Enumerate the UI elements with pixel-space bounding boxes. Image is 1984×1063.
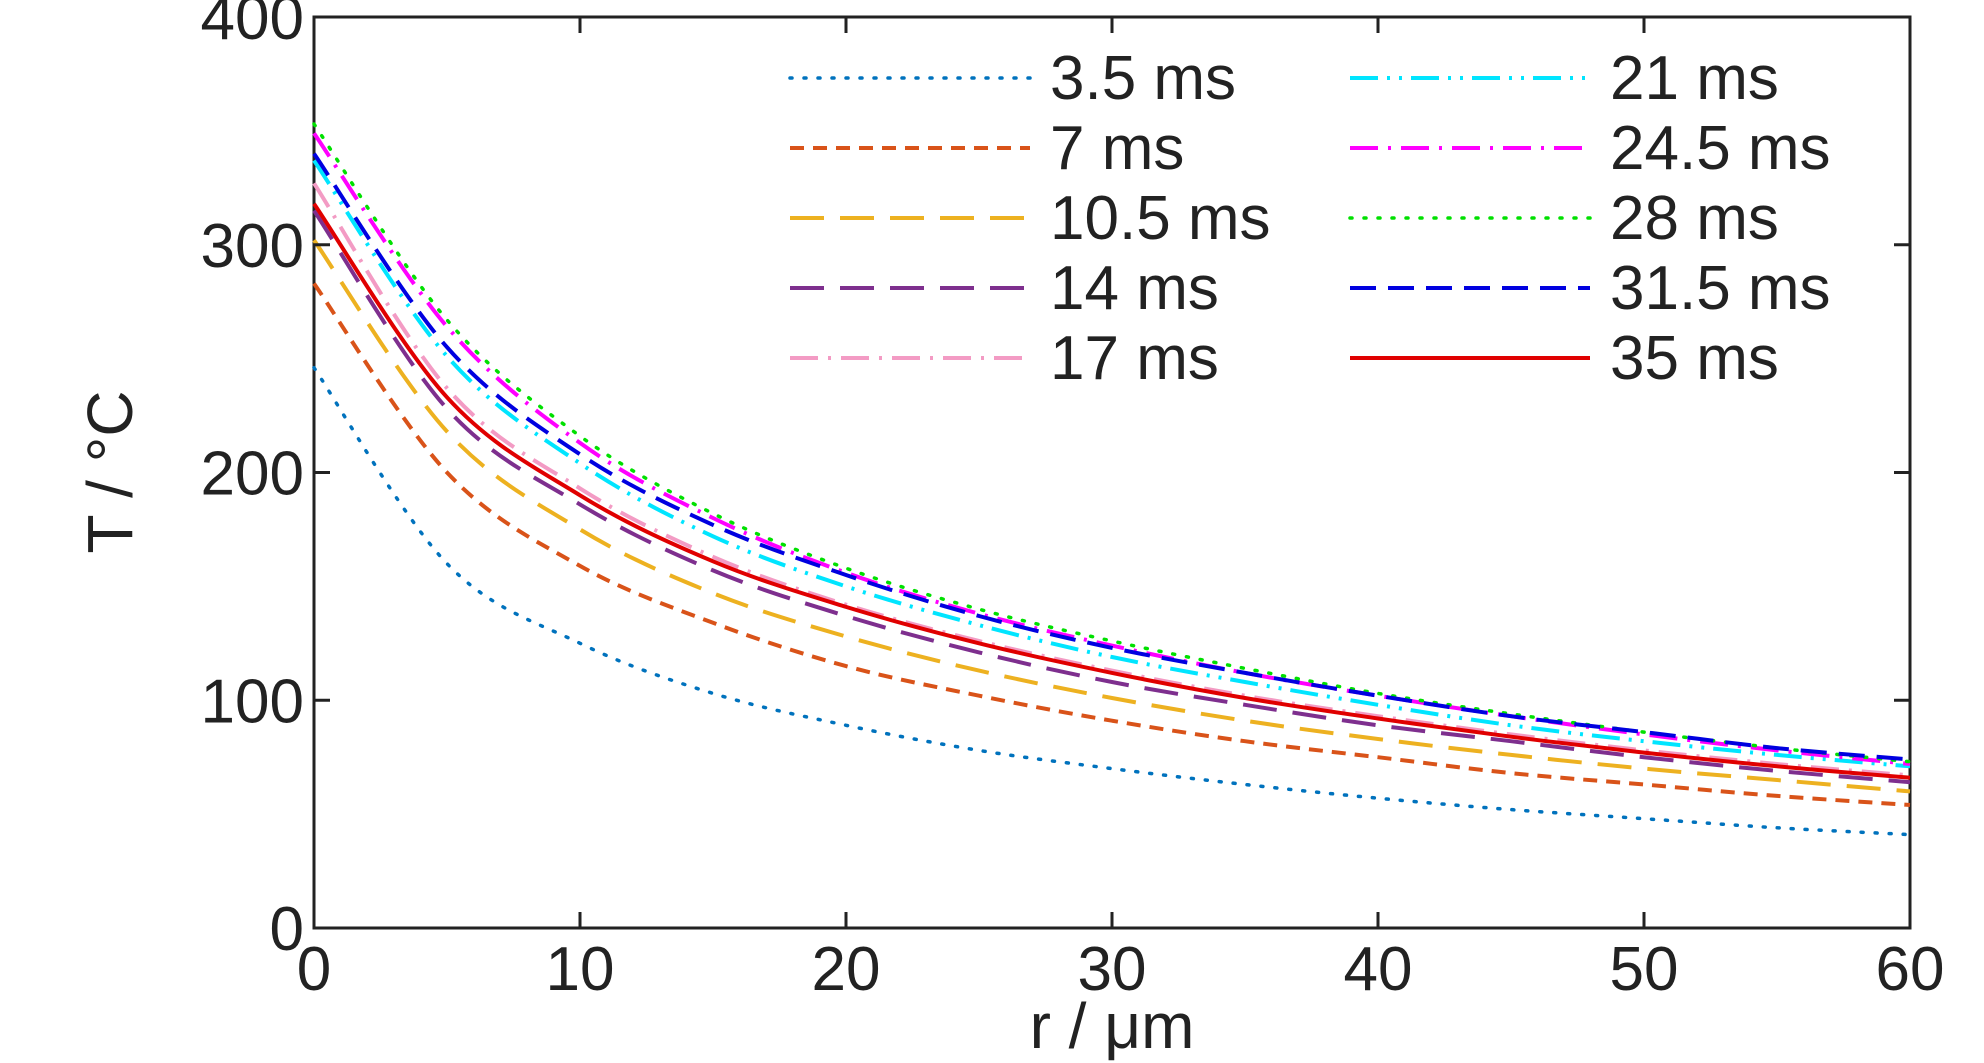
plot-area: [312, 15, 1912, 930]
series-line: [312, 132, 1911, 766]
series-line: [312, 365, 1912, 837]
y-tick-label: 200: [201, 440, 304, 509]
x-tick-label: 20: [812, 935, 881, 1004]
legend-label: 14 ms: [1050, 254, 1219, 323]
y-tick-label: 100: [201, 667, 304, 736]
x-axis-label: r / μm: [1030, 990, 1195, 1062]
series-line: [312, 209, 1911, 785]
series-line: [312, 202, 1911, 780]
legend-label: 21 ms: [1610, 44, 1779, 113]
x-tick-label: 10: [546, 935, 615, 1004]
y-axis-label: T / °C: [74, 390, 146, 553]
y-tick-label: 0: [270, 895, 304, 964]
series-line: [312, 122, 1912, 764]
series-line: [312, 239, 1911, 794]
legend-label: 24.5 ms: [1610, 114, 1831, 183]
x-tick-label: 50: [1610, 935, 1679, 1004]
series-line: [312, 152, 1911, 762]
x-tick-label: 0: [297, 935, 331, 1004]
legend-label: 35 ms: [1610, 324, 1779, 393]
y-tick-label: 300: [201, 212, 304, 281]
legend-label: 3.5 ms: [1050, 44, 1236, 113]
series-layer: [312, 122, 1912, 837]
x-tick-label: 30: [1078, 935, 1147, 1004]
legend-label: 7 ms: [1050, 114, 1184, 183]
legend-label: 31.5 ms: [1610, 254, 1831, 323]
legend-label: 28 ms: [1610, 184, 1779, 253]
ticks-layer: 0 10 20 30 40 50 60 0 100 200 300 400: [201, 0, 1945, 1004]
legend-label: 10.5 ms: [1050, 184, 1271, 253]
x-tick-label: 40: [1344, 935, 1413, 1004]
series-line: [312, 182, 1911, 778]
series-line: [312, 159, 1911, 769]
series-line: [312, 282, 1911, 807]
legend-label: 17 ms: [1050, 324, 1219, 393]
x-tick-label: 60: [1876, 935, 1945, 1004]
y-tick-label: 400: [201, 0, 304, 53]
